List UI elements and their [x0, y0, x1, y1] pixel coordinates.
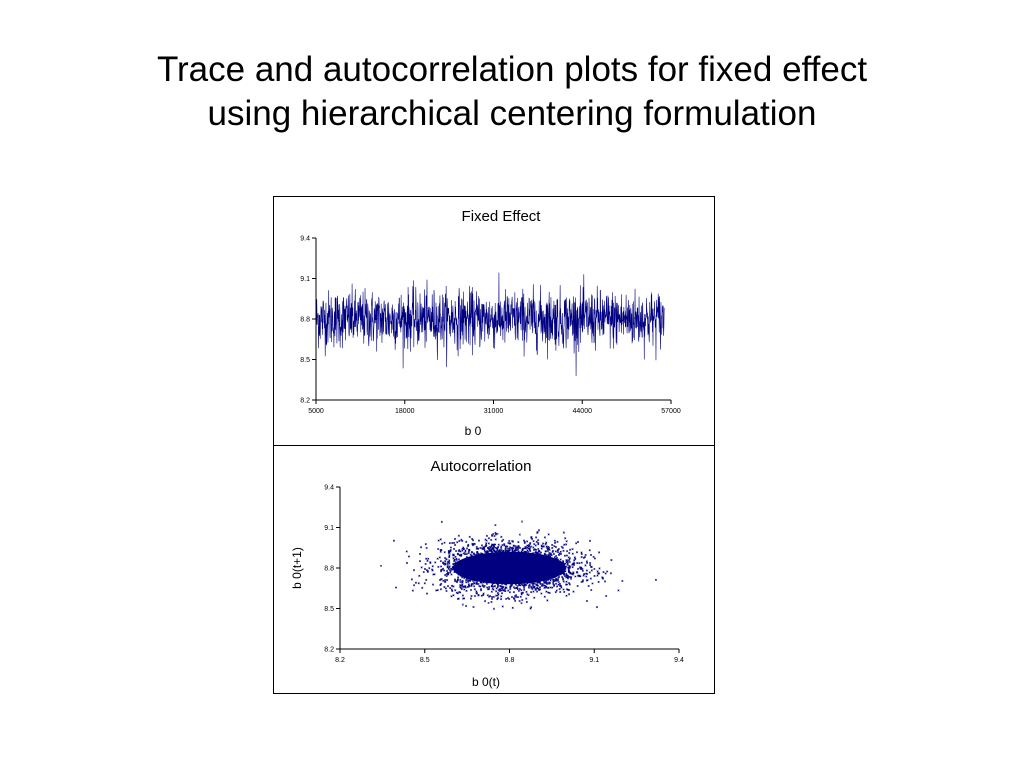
x-tick-label: 9.4 — [674, 657, 684, 664]
slide-title-line1: Trace and autocorrelation plots for fixe… — [156, 50, 868, 89]
trace-series-path — [315, 272, 665, 377]
trace-plot-title: Fixed Effect — [462, 208, 542, 225]
x-tick-label: 31000 — [484, 408, 504, 415]
trace-axes: 9.4 9.1 8.8 8.5 8.2 5000 18000 31000 44000 57000 — [300, 236, 681, 416]
x-tick-label: 18000 — [395, 408, 415, 415]
y-tick-label: 8.2 — [300, 398, 310, 405]
slide-title-line2: using hierarchical centering formulation — [207, 94, 817, 133]
x-tick-label: 8.5 — [420, 657, 430, 664]
y-tick-label: 9.1 — [324, 525, 334, 532]
trace-series-line — [315, 272, 665, 377]
y-tick-label: 9.4 — [300, 236, 310, 243]
autocorrelation-axes: 9.4 9.1 8.8 8.5 8.28.2 8.5 8.8 9.1 9.4 — [324, 485, 684, 665]
trace-plot: Fixed Effect 9.4 9.1 8.8 8.5 8.2 5000 18000 310… — [300, 208, 681, 438]
autocorrelation-y-axis-label: b 0(t+1) — [290, 547, 304, 589]
y-tick-label: 8.2 — [324, 647, 334, 654]
y-tick-label: 9.1 — [300, 276, 310, 283]
x-tick-label: 5000 — [308, 408, 324, 415]
autocorrelation-x-axis-label: b 0(t) — [472, 675, 500, 689]
slide-title: Trace and autocorrelation plots for fixe… — [0, 48, 1024, 136]
x-tick-label: 44000 — [573, 408, 593, 415]
x-tick-label: 8.2 — [335, 657, 345, 664]
y-tick-label: 8.5 — [324, 606, 334, 613]
y-tick-label: 9.4 — [324, 485, 334, 492]
x-tick-label: 9.1 — [589, 657, 599, 664]
autocorrelation-plot-title: Autocorrelation — [431, 458, 532, 475]
autocorrelation-plot: Autocorrelation 9.4 9.1 8.8 8.5 8.28.2 8.5 8.8… — [290, 458, 684, 689]
autocorrelation-plot-panel: Autocorrelation 9.4 9.1 8.8 8.5 8.2 8.2 8.5 8.8… — [273, 445, 715, 694]
x-tick-label: 8.8 — [505, 657, 515, 664]
trace-plot-panel: Fixed Effect 9.4 9.1 8.8 8.5 8.2 5000 18000 310… — [273, 196, 715, 446]
y-tick-label: 8.8 — [324, 566, 334, 573]
y-tick-label: 8.8 — [300, 317, 310, 324]
scatter-dense-core — [453, 551, 566, 585]
autocorrelation-scatter-points — [379, 520, 657, 610]
x-tick-label: 57000 — [661, 408, 681, 415]
trace-x-axis-label: b 0 — [465, 424, 482, 438]
y-tick-label: 8.5 — [300, 357, 310, 364]
